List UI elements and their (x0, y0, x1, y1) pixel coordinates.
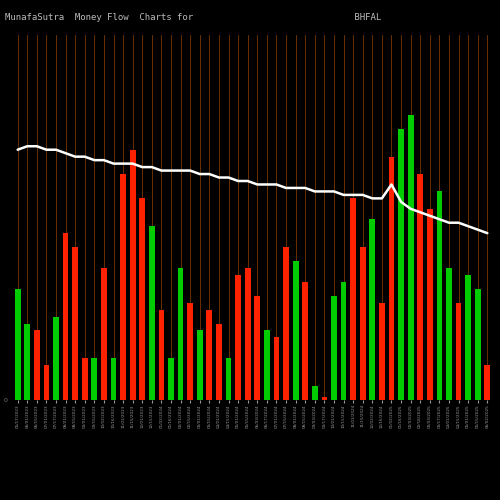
Bar (418, 174, 423, 400)
Bar (322, 396, 328, 400)
Bar (130, 150, 136, 400)
Bar (216, 324, 222, 400)
Bar (379, 302, 385, 400)
Bar (484, 365, 490, 400)
Bar (408, 115, 414, 400)
Bar (206, 310, 212, 400)
Bar (197, 330, 202, 400)
Bar (456, 302, 462, 400)
Bar (24, 324, 30, 400)
Bar (360, 247, 366, 400)
Bar (398, 129, 404, 400)
Bar (245, 268, 250, 400)
Bar (312, 386, 318, 400)
Bar (226, 358, 232, 400)
Bar (34, 330, 40, 400)
Bar (149, 226, 154, 400)
Bar (466, 275, 471, 400)
Bar (427, 209, 432, 400)
Bar (302, 282, 308, 400)
Bar (188, 302, 193, 400)
Bar (254, 296, 260, 400)
Bar (340, 282, 346, 400)
Bar (140, 198, 145, 400)
Bar (62, 233, 68, 400)
Bar (436, 192, 442, 400)
Bar (264, 330, 270, 400)
Bar (370, 219, 375, 400)
Bar (101, 268, 107, 400)
Bar (72, 247, 78, 400)
Bar (331, 296, 337, 400)
Bar (475, 289, 480, 400)
Bar (82, 358, 87, 400)
Bar (92, 358, 97, 400)
Text: MunafaSutra  Money Flow  Charts for                              BHFAL          : MunafaSutra Money Flow Charts for BHFAL (5, 12, 500, 22)
Bar (44, 365, 50, 400)
Bar (388, 156, 394, 400)
Bar (274, 338, 280, 400)
Bar (293, 261, 298, 400)
Bar (283, 247, 289, 400)
Bar (15, 289, 20, 400)
Bar (110, 358, 116, 400)
Bar (235, 275, 241, 400)
Bar (158, 310, 164, 400)
Bar (178, 268, 184, 400)
Bar (350, 198, 356, 400)
Bar (120, 174, 126, 400)
Bar (168, 358, 174, 400)
Bar (446, 268, 452, 400)
Bar (53, 316, 59, 400)
